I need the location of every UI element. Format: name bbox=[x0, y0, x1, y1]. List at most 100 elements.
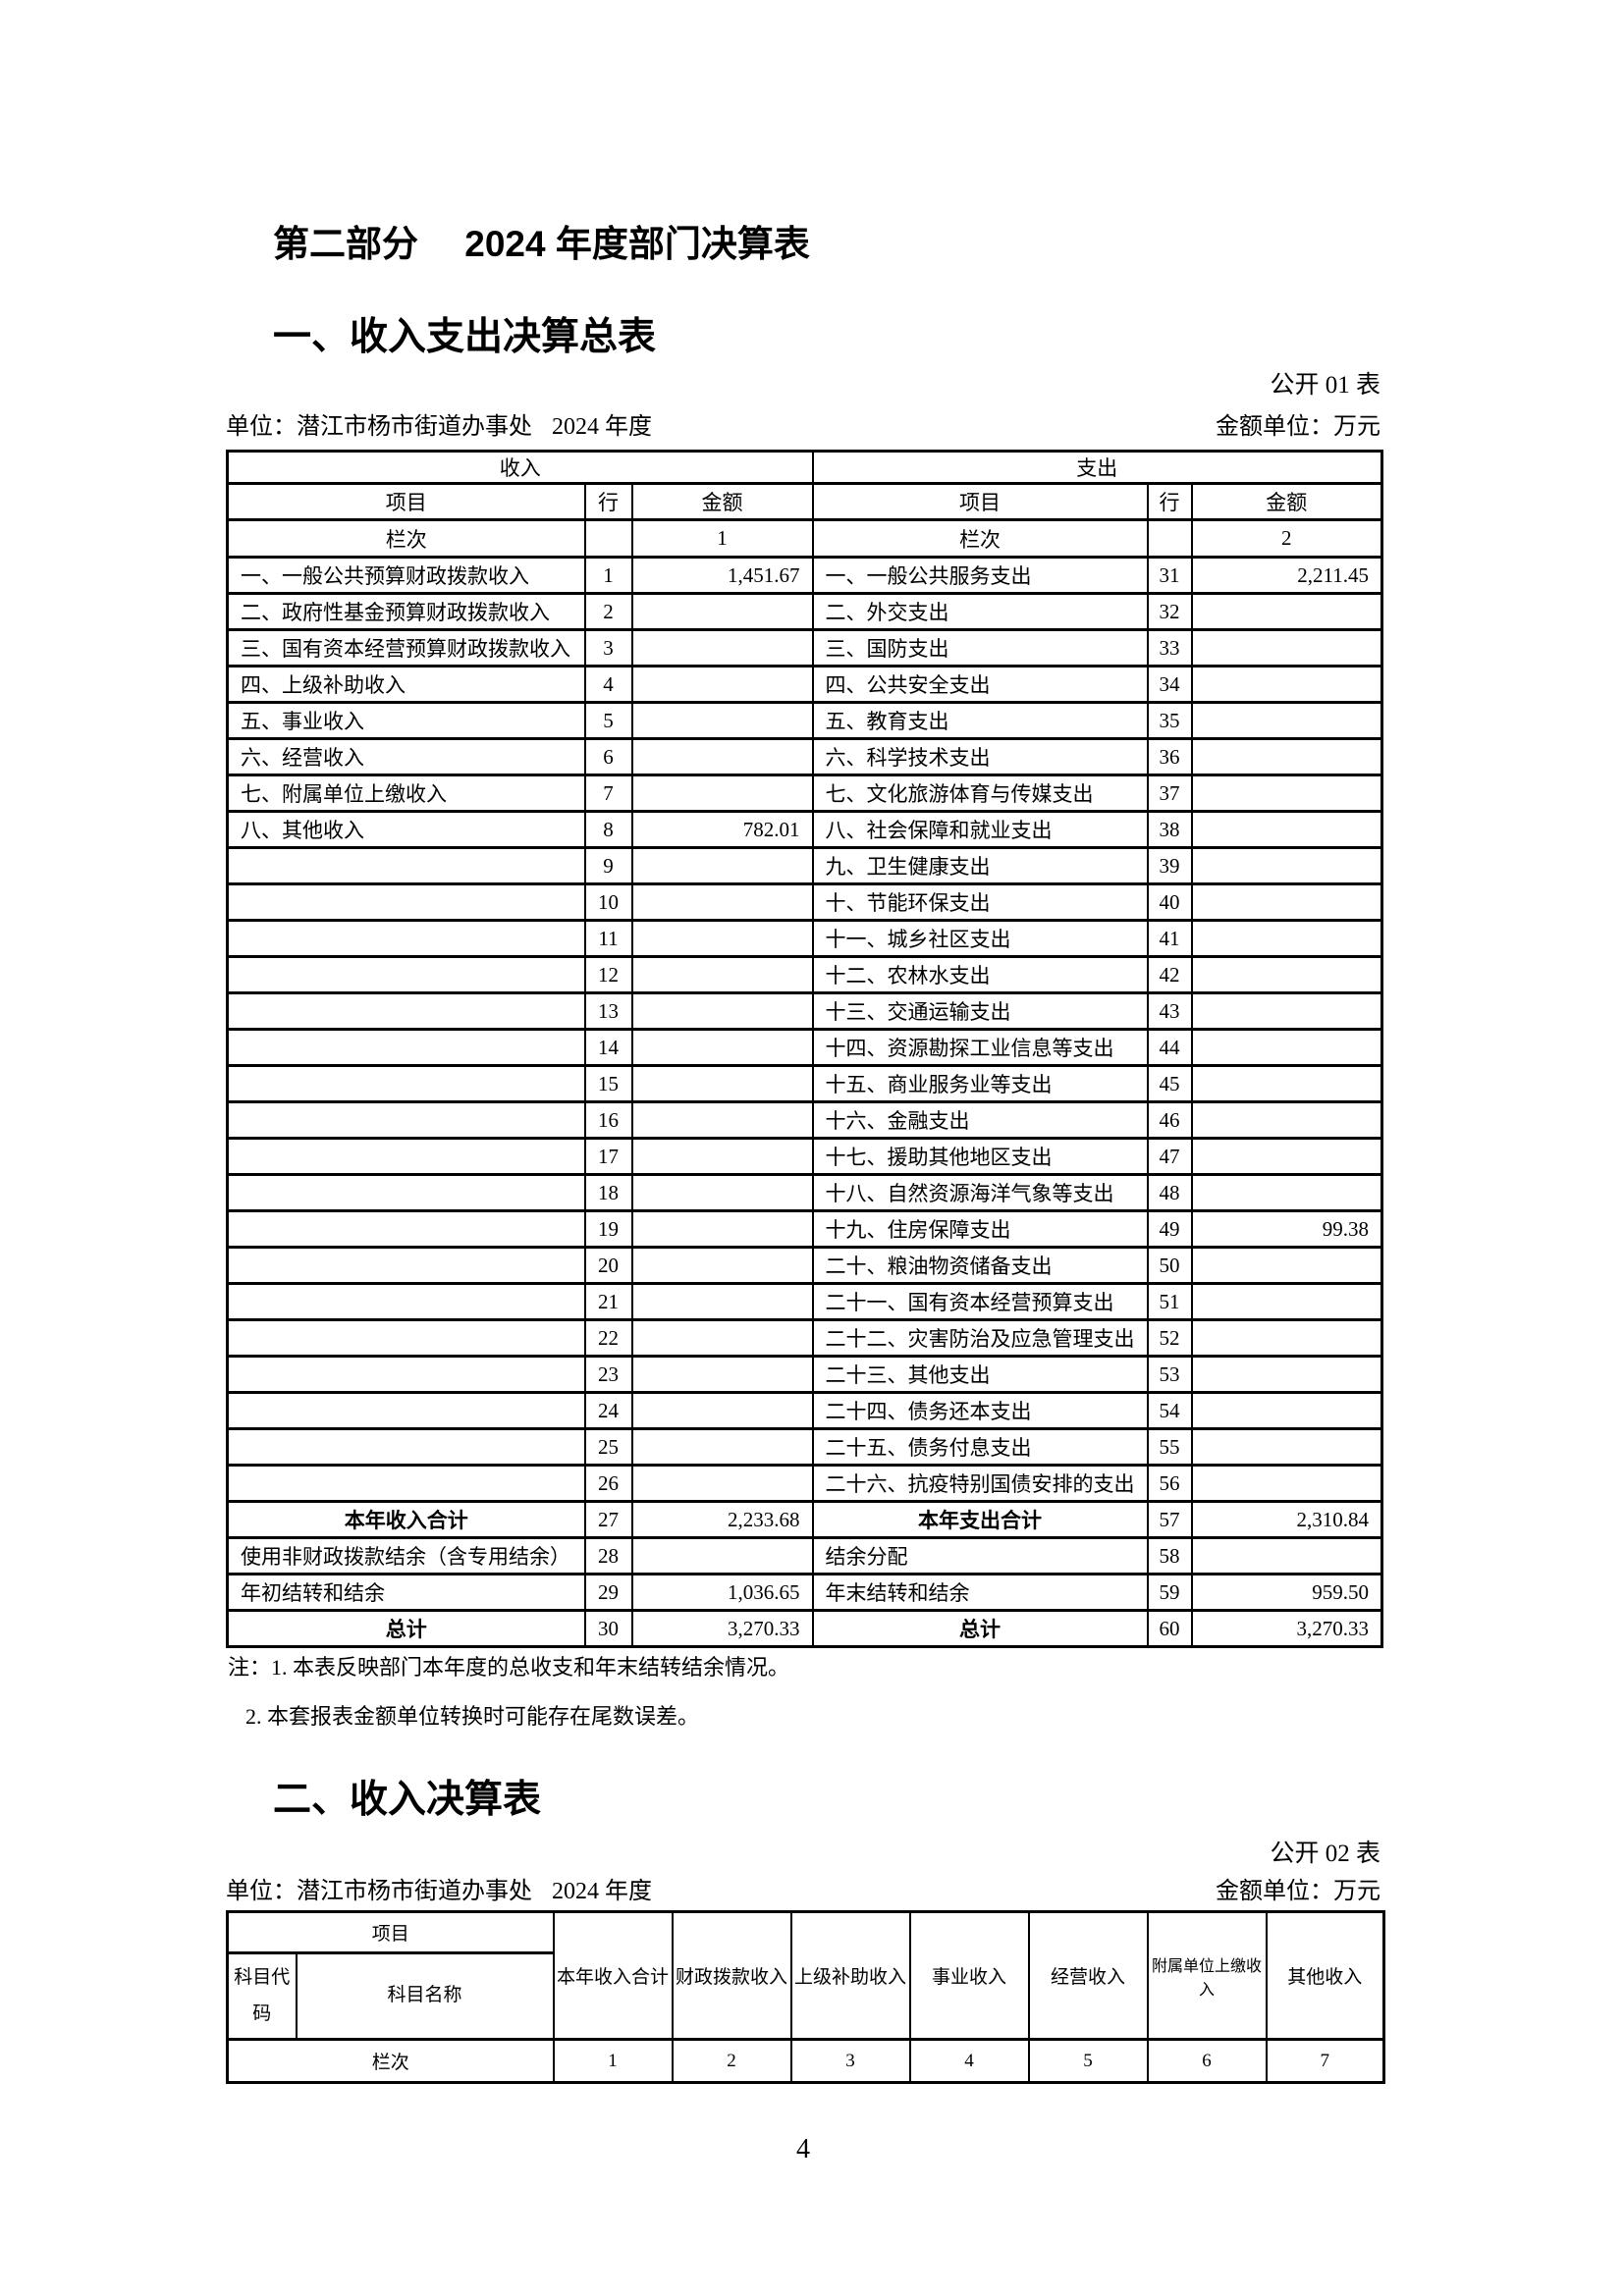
expense-line-cell: 53 bbox=[1146, 1355, 1193, 1394]
summary-table-row: 使用非财政拨款结余（含专用结余） 28 结余分配 58 bbox=[226, 1536, 1383, 1575]
income-item-cell bbox=[226, 955, 586, 994]
expense-item-cell: 五、教育支出 bbox=[811, 701, 1149, 740]
summary-table-row: 总计 30 3,270.33 总计 60 3,270.33 bbox=[226, 1609, 1383, 1648]
index-5: 5 bbox=[1027, 2038, 1149, 2084]
income-amount-cell bbox=[630, 1028, 814, 1067]
expense-line-cell: 48 bbox=[1146, 1173, 1193, 1212]
income-line-cell: 4 bbox=[583, 665, 633, 704]
expense-item-cell: 八、社会保障和就业支出 bbox=[811, 810, 1149, 849]
expense-line-cell: 34 bbox=[1146, 665, 1193, 704]
income-amount-cell bbox=[630, 1427, 814, 1467]
income-line-cell: 17 bbox=[583, 1137, 633, 1176]
income-item-cell: 二、政府性基金预算财政拨款收入 bbox=[226, 592, 586, 631]
income-amount-cell bbox=[630, 919, 814, 958]
expense-amount-cell bbox=[1190, 1028, 1383, 1067]
income-line-cell: 2 bbox=[583, 592, 633, 631]
income-item-cell: 年初结转和结余 bbox=[226, 1573, 586, 1612]
income-amount-cell bbox=[630, 1100, 814, 1140]
expense-item-cell: 本年支出合计 bbox=[811, 1500, 1149, 1539]
income-item-cell bbox=[226, 882, 586, 922]
income-item-cell bbox=[226, 1028, 586, 1067]
summary-table-row: 年初结转和结余 29 1,036.65 年末结转和结余 59 959.50 bbox=[226, 1573, 1383, 1612]
income-line-cell: 16 bbox=[583, 1100, 633, 1140]
income-line-cell: 5 bbox=[583, 701, 633, 740]
expense-amount-cell bbox=[1190, 628, 1383, 667]
income-line-cell: 26 bbox=[583, 1464, 633, 1503]
income-item-cell bbox=[226, 1464, 586, 1503]
income-line-cell: 1 bbox=[583, 556, 633, 595]
expense-item-cell: 十五、商业服务业等支出 bbox=[811, 1064, 1149, 1103]
income-line-cell: 24 bbox=[583, 1391, 633, 1430]
expense-line-cell: 39 bbox=[1146, 846, 1193, 885]
income-amount-cell bbox=[630, 846, 814, 885]
income-item-cell bbox=[226, 991, 586, 1031]
summary-table-body: 一、一般公共预算财政拨款收入 1 1,451.67 一、一般公共服务支出 31 2,211… bbox=[226, 556, 1383, 1648]
income-amount-cell bbox=[630, 1391, 814, 1430]
part-title: 第二部分 2024 年度部门决算表 bbox=[273, 224, 810, 264]
income-line-cell: 19 bbox=[583, 1209, 633, 1249]
col-header-total-income: 本年收入合计 bbox=[552, 1910, 674, 2041]
income-amount-cell bbox=[630, 1173, 814, 1212]
income-line-cell: 10 bbox=[583, 882, 633, 922]
expense-amount-cell bbox=[1190, 1427, 1383, 1467]
expense-item-cell: 十一、城乡社区支出 bbox=[811, 919, 1149, 958]
expense-line-cell: 44 bbox=[1146, 1028, 1193, 1067]
index-1: 1 bbox=[552, 2038, 674, 2084]
summary-table-row: 21 二十一、国有资本经营预算支出 51 bbox=[226, 1282, 1383, 1321]
summary-table-row: 23 二十三、其他支出 53 bbox=[226, 1355, 1383, 1394]
section1-year-label: 2024 年度 bbox=[552, 414, 652, 440]
summary-table-row: 18 十八、自然资源海洋气象等支出 48 bbox=[226, 1173, 1383, 1212]
expense-line-cell: 46 bbox=[1146, 1100, 1193, 1140]
income-amount-cell bbox=[630, 1064, 814, 1103]
income-item-cell bbox=[226, 1064, 586, 1103]
expense-item-cell: 二十六、抗疫特别国债安排的支出 bbox=[811, 1464, 1149, 1503]
col-header-business-income: 经营收入 bbox=[1027, 1910, 1149, 2041]
expense-amount-cell bbox=[1190, 955, 1383, 994]
expense-line-cell: 51 bbox=[1146, 1282, 1193, 1321]
expense-line-cell: 33 bbox=[1146, 628, 1193, 667]
expense-line-cell: 59 bbox=[1146, 1573, 1193, 1612]
summary-table-row: 17 十七、援助其他地区支出 47 bbox=[226, 1137, 1383, 1176]
income-amount-cell: 1,036.65 bbox=[630, 1573, 814, 1612]
col-header-operational-income: 事业收入 bbox=[908, 1910, 1030, 2041]
expense-amount-cell bbox=[1190, 991, 1383, 1031]
income-amount-cell: 3,270.33 bbox=[630, 1609, 814, 1648]
expense-line-cell: 57 bbox=[1146, 1500, 1193, 1539]
income-line-cell: 9 bbox=[583, 846, 633, 885]
section2-title: 二、收入决算表 bbox=[273, 1779, 542, 1821]
expense-amount-cell bbox=[1190, 701, 1383, 740]
summary-table-row: 四、上级补助收入 4 四、公共安全支出 34 bbox=[226, 665, 1383, 704]
expense-amount-cell bbox=[1190, 1464, 1383, 1503]
expense-index-line-blank bbox=[1146, 518, 1193, 559]
income-line-column-header: 行 bbox=[583, 482, 633, 521]
expense-item-cell: 十七、援助其他地区支出 bbox=[811, 1137, 1149, 1176]
summary-table-row: 25 二十五、债务付息支出 55 bbox=[226, 1427, 1383, 1467]
expense-item-cell: 十三、交通运输支出 bbox=[811, 991, 1149, 1031]
expense-item-cell: 十二、农林水支出 bbox=[811, 955, 1149, 994]
expense-item-cell: 十、节能环保支出 bbox=[811, 882, 1149, 922]
expense-item-cell: 二十四、债务还本支出 bbox=[811, 1391, 1149, 1430]
expense-amount-cell bbox=[1190, 1246, 1383, 1285]
expense-line-cell: 54 bbox=[1146, 1391, 1193, 1430]
section1-unit-label: 单位：潜江市杨市街道办事处 bbox=[226, 414, 532, 440]
income-amount-cell bbox=[630, 1318, 814, 1358]
expense-line-cell: 36 bbox=[1146, 737, 1193, 776]
expense-item-cell: 六、科学技术支出 bbox=[811, 737, 1149, 776]
summary-table-row: 14 十四、资源勘探工业信息等支出 44 bbox=[226, 1028, 1383, 1067]
expense-amount-cell bbox=[1190, 1536, 1383, 1575]
income-item-cell bbox=[226, 1391, 586, 1430]
expense-index-label: 栏次 bbox=[811, 518, 1149, 559]
expense-item-cell: 九、卫生健康支出 bbox=[811, 846, 1149, 885]
expense-line-cell: 52 bbox=[1146, 1318, 1193, 1358]
expense-line-cell: 55 bbox=[1146, 1427, 1193, 1467]
income-amount-cell: 2,233.68 bbox=[630, 1500, 814, 1539]
expense-amount-cell bbox=[1190, 665, 1383, 704]
expense-item-cell: 三、国防支出 bbox=[811, 628, 1149, 667]
income-line-cell: 28 bbox=[583, 1536, 633, 1575]
expense-line-cell: 40 bbox=[1146, 882, 1193, 922]
income-item-cell: 本年收入合计 bbox=[226, 1500, 586, 1539]
income-line-cell: 30 bbox=[583, 1609, 633, 1648]
income-amount-cell bbox=[630, 882, 814, 922]
index-7: 7 bbox=[1265, 2038, 1385, 2084]
expense-line-cell: 31 bbox=[1146, 556, 1193, 595]
